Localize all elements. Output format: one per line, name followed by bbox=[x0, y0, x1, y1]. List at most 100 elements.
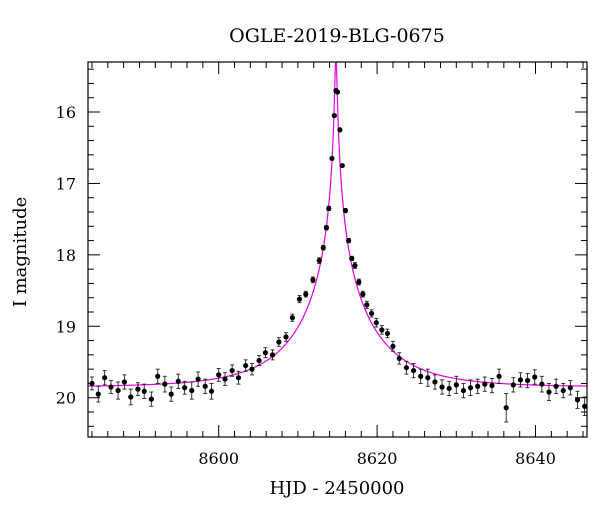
point-marker bbox=[567, 385, 573, 391]
data-point bbox=[115, 381, 121, 400]
point-marker bbox=[349, 255, 355, 262]
point-marker bbox=[403, 365, 410, 371]
y-tick-label: 17 bbox=[56, 174, 76, 193]
plot-area bbox=[87, 61, 588, 423]
point-marker bbox=[141, 388, 147, 394]
point-marker bbox=[339, 162, 345, 169]
point-marker bbox=[368, 310, 375, 317]
point-marker bbox=[546, 389, 552, 395]
y-tick-label: 16 bbox=[56, 103, 76, 122]
tick-labels: 8600 8620 8640 16 17 18 19 20 bbox=[56, 103, 556, 468]
data-point bbox=[310, 276, 316, 284]
point-marker bbox=[182, 385, 188, 391]
data-point bbox=[168, 386, 174, 402]
point-marker bbox=[115, 387, 121, 394]
point-marker bbox=[460, 387, 467, 394]
data-point bbox=[175, 373, 181, 389]
point-marker bbox=[482, 381, 488, 387]
x-tick-label: 8620 bbox=[357, 449, 398, 468]
data-point bbox=[482, 376, 488, 392]
data-point bbox=[539, 375, 545, 393]
data-point bbox=[582, 396, 588, 417]
data-point bbox=[155, 368, 161, 384]
data-point bbox=[89, 376, 95, 391]
data-point bbox=[517, 372, 524, 388]
data-point bbox=[121, 374, 128, 390]
major-ticks bbox=[88, 62, 587, 437]
data-point bbox=[141, 383, 147, 399]
point-marker bbox=[155, 373, 161, 379]
point-marker bbox=[379, 327, 385, 333]
point-marker bbox=[345, 237, 352, 244]
point-marker bbox=[352, 262, 358, 269]
data-point bbox=[475, 378, 481, 394]
data-point bbox=[289, 313, 295, 322]
point-marker bbox=[256, 357, 262, 364]
point-marker bbox=[467, 385, 474, 391]
data-point bbox=[349, 255, 355, 262]
point-marker bbox=[243, 362, 249, 369]
point-marker bbox=[410, 367, 417, 374]
point-marker bbox=[216, 372, 222, 378]
data-point bbox=[418, 368, 424, 384]
point-marker bbox=[148, 396, 154, 402]
point-marker bbox=[360, 291, 366, 297]
data-point bbox=[202, 378, 208, 394]
y-tick-label: 19 bbox=[56, 317, 76, 336]
data-point bbox=[256, 355, 262, 367]
data-point bbox=[425, 368, 431, 387]
data-point bbox=[269, 349, 276, 361]
point-marker bbox=[202, 383, 208, 389]
point-marker bbox=[326, 205, 332, 212]
data-point bbox=[546, 382, 552, 402]
data-point bbox=[567, 380, 573, 396]
data-point bbox=[208, 382, 215, 400]
point-marker bbox=[175, 378, 181, 384]
point-marker bbox=[334, 89, 341, 95]
point-marker bbox=[249, 366, 255, 372]
data-point bbox=[364, 300, 370, 309]
point-marker bbox=[396, 355, 402, 362]
data-point bbox=[337, 127, 343, 133]
point-marker bbox=[208, 388, 215, 394]
y-axis-label: I magnitude bbox=[10, 197, 31, 308]
data-point bbox=[303, 290, 309, 298]
point-marker bbox=[168, 391, 174, 397]
data-point bbox=[283, 332, 289, 342]
point-marker bbox=[135, 386, 141, 392]
data-point bbox=[360, 290, 366, 298]
point-marker bbox=[553, 383, 559, 389]
data-point bbox=[320, 245, 326, 251]
data-point bbox=[503, 392, 509, 423]
point-marker bbox=[390, 343, 396, 349]
data-point bbox=[467, 379, 474, 397]
point-marker bbox=[195, 376, 201, 382]
data-point bbox=[373, 317, 379, 328]
point-marker bbox=[517, 377, 524, 383]
data-point bbox=[249, 362, 255, 376]
data-point bbox=[243, 359, 249, 372]
point-marker bbox=[269, 352, 276, 358]
data-point bbox=[235, 370, 242, 385]
point-marker bbox=[316, 257, 322, 264]
point-marker bbox=[235, 375, 242, 381]
point-marker bbox=[489, 382, 495, 389]
y-tick-label: 18 bbox=[56, 246, 76, 265]
data-point bbox=[222, 372, 228, 387]
data-point bbox=[496, 368, 502, 384]
point-marker bbox=[296, 296, 303, 302]
point-marker bbox=[337, 127, 343, 133]
point-marker bbox=[262, 350, 269, 356]
point-marker bbox=[102, 375, 108, 381]
data-point bbox=[345, 237, 352, 244]
data-point bbox=[331, 112, 337, 119]
data-point bbox=[489, 377, 495, 394]
data-point bbox=[342, 207, 349, 214]
point-marker bbox=[582, 403, 588, 409]
data-point bbox=[524, 372, 531, 389]
data-point bbox=[453, 375, 459, 394]
data-point bbox=[276, 337, 282, 347]
data-point bbox=[410, 362, 417, 379]
point-marker bbox=[189, 387, 195, 394]
data-point bbox=[432, 374, 438, 390]
